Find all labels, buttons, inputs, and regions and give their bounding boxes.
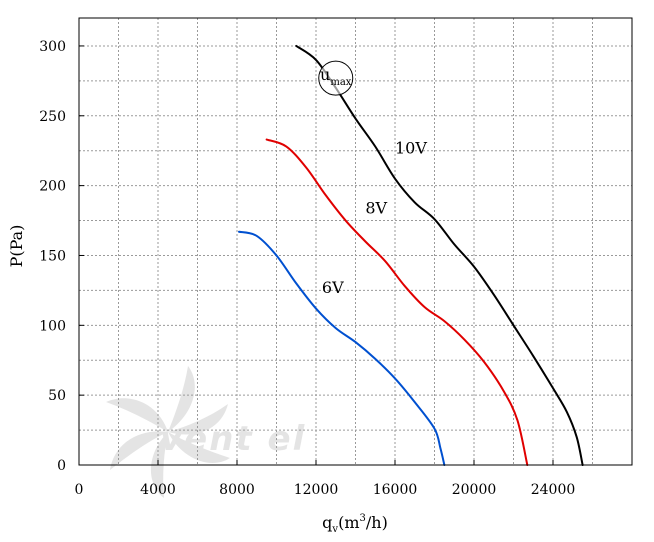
- fan-blades-icon: [106, 366, 230, 498]
- x-tick-label: 4000: [140, 482, 176, 498]
- x-axis-label-sub: v: [331, 524, 338, 535]
- umax-circle: [318, 60, 354, 96]
- grid: [79, 18, 632, 465]
- series-line-8V: [265, 138, 529, 466]
- x-axis-label-close: /h): [366, 513, 388, 532]
- x-tick-label: 24000: [531, 482, 576, 498]
- x-tick-label: 16000: [373, 482, 418, 498]
- x-axis-label-main: q: [322, 513, 332, 532]
- y-tick-label: 200: [39, 179, 66, 195]
- y-axis-label: P(Pa): [7, 225, 26, 268]
- x-axis-label-open: (m: [338, 513, 359, 532]
- y-tick-label: 150: [39, 248, 66, 264]
- watermark-text: vent el: [160, 419, 306, 459]
- x-tick-label: 8000: [219, 482, 255, 498]
- umax-sub: max: [330, 77, 351, 88]
- series-label-8V: 8V: [365, 199, 387, 218]
- x-axis-label: qv(m3/h): [322, 513, 388, 535]
- series-labels: 10V 8V 6V: [322, 138, 427, 297]
- series-line-6V: [237, 230, 446, 466]
- series-curves: [237, 44, 584, 466]
- watermark-logo: vent el: [106, 366, 306, 498]
- y-tick-label: 250: [39, 109, 66, 125]
- y-tick-label: 300: [39, 39, 66, 55]
- umax-annotation: umax: [318, 60, 354, 96]
- x-axis-ticks: 0 4000 8000 12000 16000 20000 24000: [75, 460, 576, 498]
- x-tick-label: 20000: [452, 482, 497, 498]
- series-label-10V: 10V: [395, 138, 427, 157]
- x-tick-label: 0: [75, 482, 84, 498]
- umax-main: u: [320, 65, 330, 84]
- y-tick-label: 50: [48, 388, 66, 404]
- y-axis-ticks: 0 50 100 150 200 250 300: [39, 39, 84, 474]
- series-label-6V: 6V: [322, 278, 344, 297]
- series-line-10V: [295, 44, 584, 466]
- plot-frame: [78, 17, 633, 466]
- x-axis-label-sup: 3: [360, 513, 366, 524]
- y-tick-label: 0: [57, 458, 66, 474]
- umax-label: umax: [320, 65, 352, 88]
- x-tick-label: 12000: [294, 482, 339, 498]
- y-tick-label: 100: [39, 318, 66, 334]
